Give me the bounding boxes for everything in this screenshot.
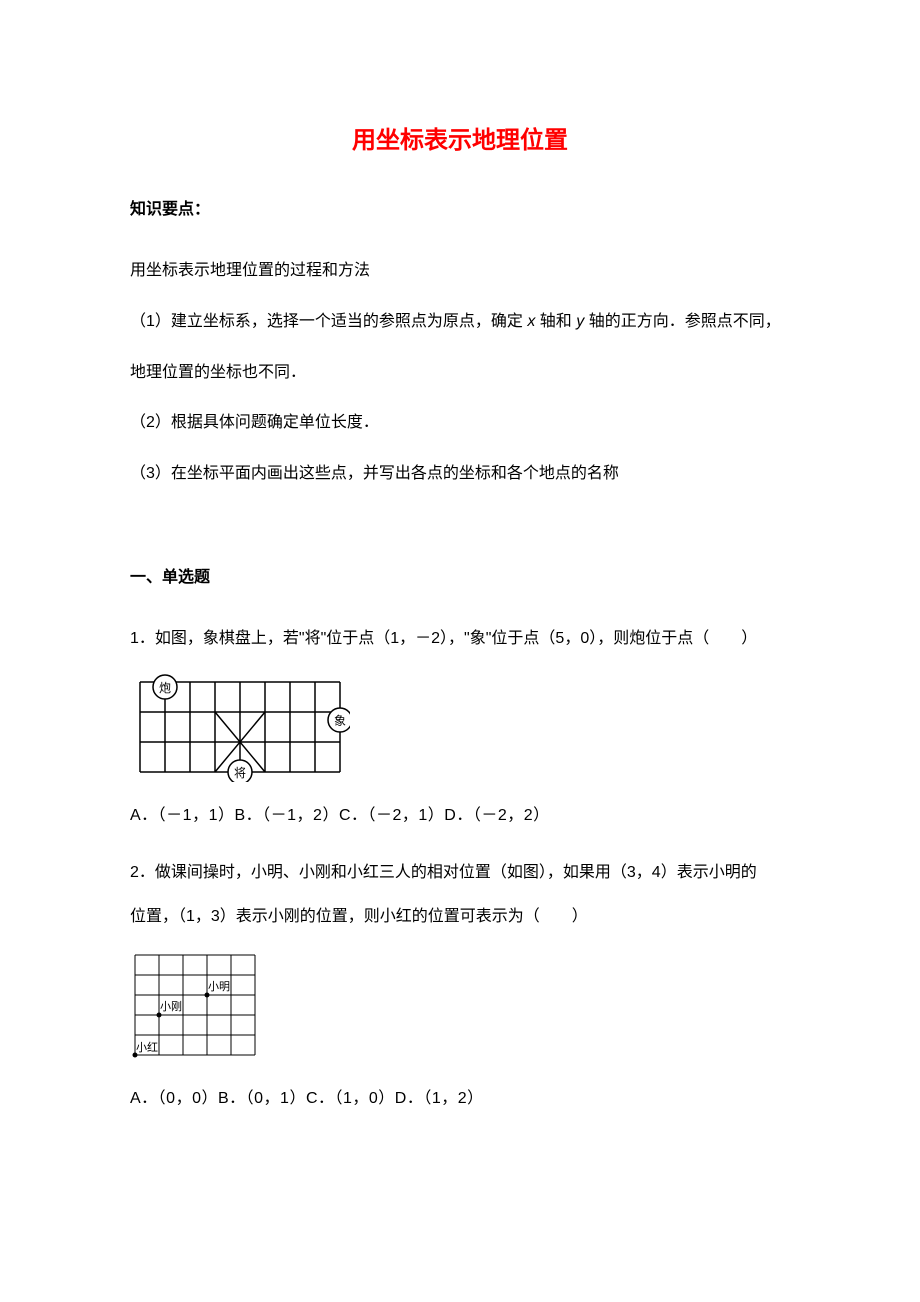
label-xiaogang: 小刚: [160, 1000, 182, 1013]
grid-svg: 小明 小刚 小红: [130, 950, 260, 1060]
step1-part-c: 轴的正方向．参照点不同，: [584, 313, 780, 330]
question2-text-b: 位置，（1，3）表示小刚的位置，则小红的位置可表示为（ ）: [130, 895, 790, 940]
svg-text:炮: 炮: [159, 681, 171, 695]
chess-figure: 炮 象 将: [130, 672, 790, 782]
question2-answers: A．（0，0）B．（0，1）C．（1，0）D．（1，2）: [130, 1085, 790, 1114]
knowledge-heading: 知识要点：: [130, 195, 790, 219]
step1-part-b: 轴和: [535, 313, 576, 330]
label-xiaohong: 小红: [136, 1041, 158, 1054]
svg-text:将: 将: [234, 766, 246, 780]
piece-jiang: 将: [228, 760, 252, 782]
step1-line1: （1）建立坐标系，选择一个适当的参照点为原点，确定 x 轴和 y 轴的正方向．参…: [130, 300, 790, 345]
piece-pao: 炮: [153, 675, 177, 699]
step2: （2）根据具体问题确定单位长度．: [130, 401, 790, 446]
grid-figure: 小明 小刚 小红: [130, 950, 790, 1065]
question2-text-a: 2．做课间操时，小明、小刚和小红三人的相对位置（如图），如果用（3，4）表示小明…: [130, 851, 790, 896]
dot-xiaogang: [157, 1013, 162, 1018]
svg-text:象: 象: [334, 714, 346, 728]
chess-svg: 炮 象 将: [130, 672, 350, 782]
step3: （3）在坐标平面内画出这些点，并写出各点的坐标和各个地点的名称: [130, 452, 790, 497]
label-xiaoming: 小明: [208, 980, 230, 993]
page-title: 用坐标表示地理位置: [130, 120, 790, 155]
section1-heading: 一、单选题: [130, 563, 790, 587]
step1-part-a: （1）建立坐标系，选择一个适当的参照点为原点，确定: [130, 313, 527, 330]
step1-line2: 地理位置的坐标也不同．: [130, 351, 790, 396]
question1-text: 1．如图，象棋盘上，若"将"位于点（1，－2），"象"位于点（5，0），则炮位于…: [130, 617, 790, 662]
piece-xiang: 象: [328, 708, 350, 732]
dot-xiaoming: [205, 993, 210, 998]
question1-answers: A．（－1，1）B．（－1，2）C．（－2，1）D．（－2，2）: [130, 802, 790, 831]
intro-paragraph: 用坐标表示地理位置的过程和方法: [130, 249, 790, 294]
